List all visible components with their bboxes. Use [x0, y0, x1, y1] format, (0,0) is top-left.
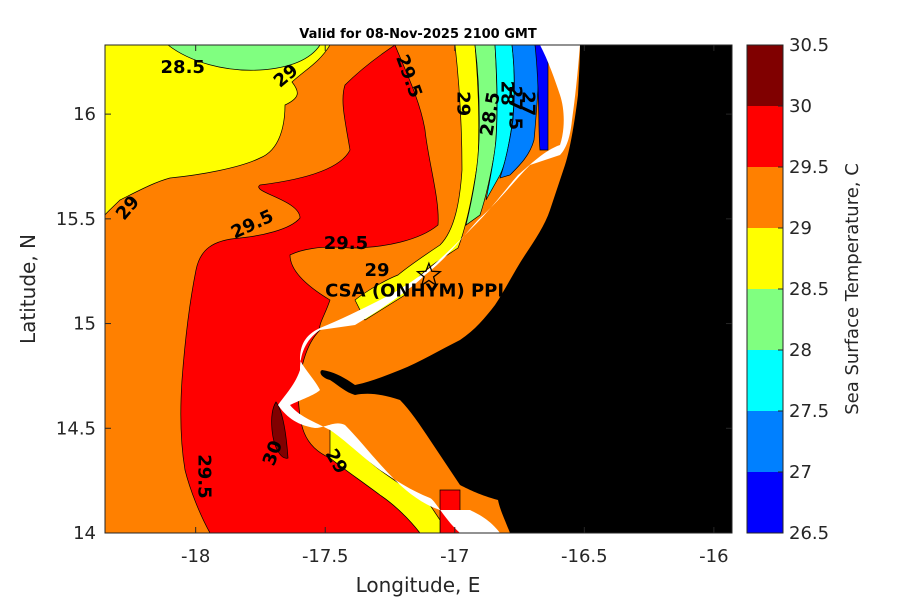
colorbar-swatch: [747, 228, 783, 289]
x-tick-label: -17.5: [302, 546, 349, 567]
contour-label: 27: [517, 91, 538, 116]
station-label: CSA (ONHYM) PPL EP: [325, 280, 540, 301]
y-axis-label: Latitude, N: [16, 234, 40, 344]
x-axis-label: Longitude, E: [356, 573, 481, 597]
colorbar-tick-label: 27: [789, 462, 812, 483]
colorbar-tick-label: 30: [789, 96, 812, 117]
colorbar-tick-label: 28.5: [789, 279, 829, 300]
contour-label: 29.5: [193, 454, 214, 498]
x-tick-label: -18: [181, 546, 210, 567]
x-axis-ticks: -18 -17.5 -17 -16.5 -16: [181, 45, 729, 567]
colorbar-tick-label: 26.5: [789, 523, 829, 544]
x-tick-label: -16: [699, 546, 728, 567]
colorbar-swatch: [747, 167, 783, 228]
y-tick-label: 15: [73, 314, 96, 335]
land-mass: [320, 45, 732, 533]
sst-band-27-27.5-coastal: [499, 45, 541, 179]
station-marker-group: CSA (ONHYM) PPL EP: [325, 261, 541, 301]
contour-label: 27.5: [504, 86, 525, 130]
station-star-icon: [415, 261, 443, 287]
colorbar-tick-label: 27.5: [789, 401, 829, 422]
colorbar-swatch: [747, 472, 783, 533]
x-tick-label: -17: [440, 546, 469, 567]
colorbar-label: Sea Surface Temperature, C: [842, 163, 863, 415]
map-title: Valid for 08-Nov-2025 2100 GMT: [299, 27, 537, 42]
colorbar-swatch: [747, 45, 783, 106]
contour-label: 29: [365, 260, 390, 281]
y-tick-label: 15.5: [56, 209, 96, 230]
y-tick-label: 14.5: [56, 418, 96, 439]
sst-band-26.5-27-coastal: [534, 45, 549, 151]
contour-label: 29: [453, 91, 474, 116]
colorbar-tick-label: 29.5: [789, 157, 829, 178]
colorbar-tick-label: 28: [789, 340, 812, 361]
map-area: [105, 45, 732, 533]
sst-band-28.5-29-northwest: [105, 45, 331, 216]
map-axes-frame: [104, 44, 733, 534]
colorbar-tick-label: 29: [789, 218, 812, 239]
colorbar-tick-label: 30.5: [789, 35, 829, 56]
sst-band-30-30.5: [271, 401, 289, 459]
contour-label: 29.5: [324, 233, 368, 254]
colorbar-swatch: [747, 411, 783, 472]
colorbar-swatch: [747, 106, 783, 167]
colorbar-swatch: [747, 289, 783, 350]
contour-label: 28.5: [161, 57, 205, 78]
y-tick-label: 16: [73, 104, 96, 125]
x-tick-label: -16.5: [561, 546, 608, 567]
y-tick-label: 14: [73, 523, 96, 544]
sst-band-28-28.5-north: [167, 45, 321, 71]
colorbar: 26.5 27 27.5 28 28.5 29 29.5 30 30.5: [746, 35, 829, 544]
colorbar-swatch: [747, 350, 783, 411]
contour-label: 28: [497, 81, 518, 106]
y-axis-ticks: 14 14.5 15 15.5 16: [56, 104, 732, 544]
